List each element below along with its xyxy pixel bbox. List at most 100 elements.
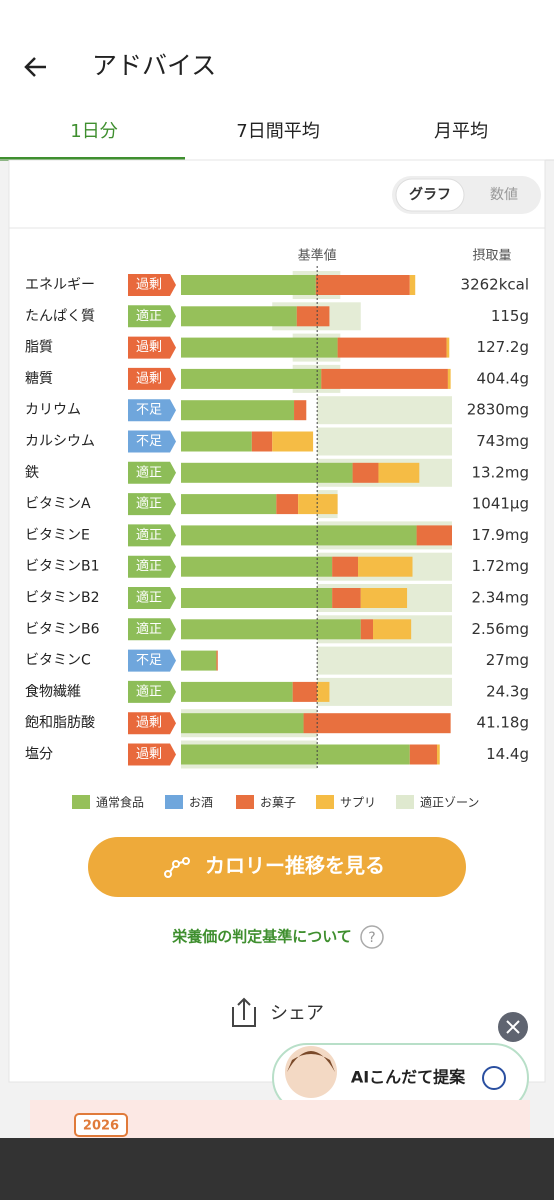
nutrient-name: 塩分 [25, 747, 53, 763]
back-button[interactable] [24, 57, 46, 77]
status-label: 不足 [136, 434, 162, 449]
app-bar [0, 0, 554, 160]
tab[interactable]: 月平均 [434, 121, 488, 142]
bar-segment [337, 337, 447, 358]
zone [317, 677, 452, 706]
bar-segment [181, 525, 417, 546]
status-label: 過剰 [136, 340, 162, 355]
legend-swatch [165, 795, 183, 809]
legend-label: 適正ゾーン [420, 796, 479, 810]
status-label: 過剰 [136, 278, 162, 293]
amount: 24.3g [486, 682, 529, 700]
status-badge [128, 618, 176, 641]
legend-swatch [316, 795, 334, 809]
status-label: 過剰 [136, 371, 162, 386]
tab[interactable]: 7日間平均 [236, 121, 319, 142]
bar-segment [360, 619, 374, 640]
bar-segment [181, 650, 217, 671]
amount: 3262kcal [461, 276, 529, 294]
status-label: 適正 [136, 309, 162, 324]
status-badge [128, 399, 176, 422]
bar-segment [378, 462, 420, 483]
nutrient-name: エネルギー [25, 277, 95, 293]
bar-segment [181, 556, 333, 577]
nutrient-name: カルシウム [25, 434, 95, 450]
nutrient-name: ビタミンB1 [25, 559, 100, 575]
bar-segment [294, 400, 307, 421]
bar-segment [447, 368, 451, 389]
calorie-button[interactable] [88, 837, 466, 897]
amount: 743mg [476, 432, 529, 450]
toggle-option[interactable]: 数値 [490, 187, 518, 203]
legend-label: 通常食品 [96, 796, 144, 810]
status-badge [128, 493, 176, 516]
amount-header: 摂取量 [472, 248, 511, 264]
bar-segment [181, 494, 277, 515]
page-title: アドバイス [92, 51, 216, 80]
status-label: 適正 [136, 465, 162, 480]
bar-segment [416, 525, 452, 546]
status-badge [128, 461, 176, 484]
legend-label: サプリ [340, 796, 376, 810]
nutrient-name: 脂質 [25, 339, 53, 356]
nutrient-name: ビタミンB6 [25, 621, 100, 637]
status-badge [128, 680, 176, 703]
help-icon-label: ? [368, 930, 375, 946]
amount: 1041μg [472, 495, 529, 513]
status-label: 適正 [136, 622, 162, 637]
tab[interactable]: 1日分 [70, 121, 117, 142]
toggle-option[interactable]: グラフ [409, 186, 451, 203]
amount: 41.18g [477, 714, 529, 732]
bar-segment [332, 588, 361, 608]
share-label[interactable]: シェア [270, 1003, 324, 1024]
nutrient-name: 飽和脂肪酸 [25, 715, 95, 731]
toggle-active [395, 178, 465, 212]
status-badge [128, 743, 176, 766]
bar-segment [332, 556, 359, 577]
nutrient-name: たんぱく質 [25, 307, 95, 324]
legend-label: お菓子 [260, 796, 296, 810]
bar-segment [409, 275, 416, 295]
bar-segment [296, 306, 330, 327]
nav-bar [0, 1138, 554, 1200]
criteria-link[interactable]: 栄養価の判定基準について [171, 928, 352, 946]
amount: 2830mg [467, 401, 529, 419]
nutrient-name: カリウム [25, 402, 81, 418]
bar-segment [446, 337, 450, 358]
amount: 127.2g [477, 338, 529, 356]
bar-segment [181, 588, 333, 608]
status-label: 不足 [136, 403, 162, 418]
bar-segment [181, 400, 295, 421]
bar-segment [181, 462, 353, 483]
share-icon [232, 997, 256, 1027]
bar-segment [181, 713, 304, 734]
nutrient-name: ビタミンC [25, 653, 91, 669]
bar-segment [181, 337, 338, 358]
bar-segment [181, 681, 293, 702]
chat-icon [482, 1066, 506, 1090]
bar-segment [272, 431, 314, 452]
amount: 2.34mg [471, 589, 529, 607]
bar-segment [317, 681, 330, 702]
status-badge [128, 587, 176, 609]
amount: 115g [491, 307, 529, 325]
bar-segment [437, 744, 440, 765]
bar-segment [303, 713, 451, 734]
bar-segment [181, 431, 252, 452]
status-label: 適正 [136, 684, 162, 699]
bar-segment [181, 368, 322, 389]
zone [317, 396, 452, 425]
bar-segment [181, 306, 297, 327]
bar-segment [181, 744, 410, 765]
bar-segment [292, 681, 318, 702]
status-badge [128, 555, 176, 578]
amount: 2.56mg [471, 620, 529, 638]
status-badge [128, 336, 176, 359]
status-badge [128, 524, 176, 547]
trend-icon [164, 857, 190, 878]
amount: 27mg [486, 651, 529, 669]
help-icon[interactable] [360, 925, 384, 949]
bar-segment [315, 275, 410, 295]
